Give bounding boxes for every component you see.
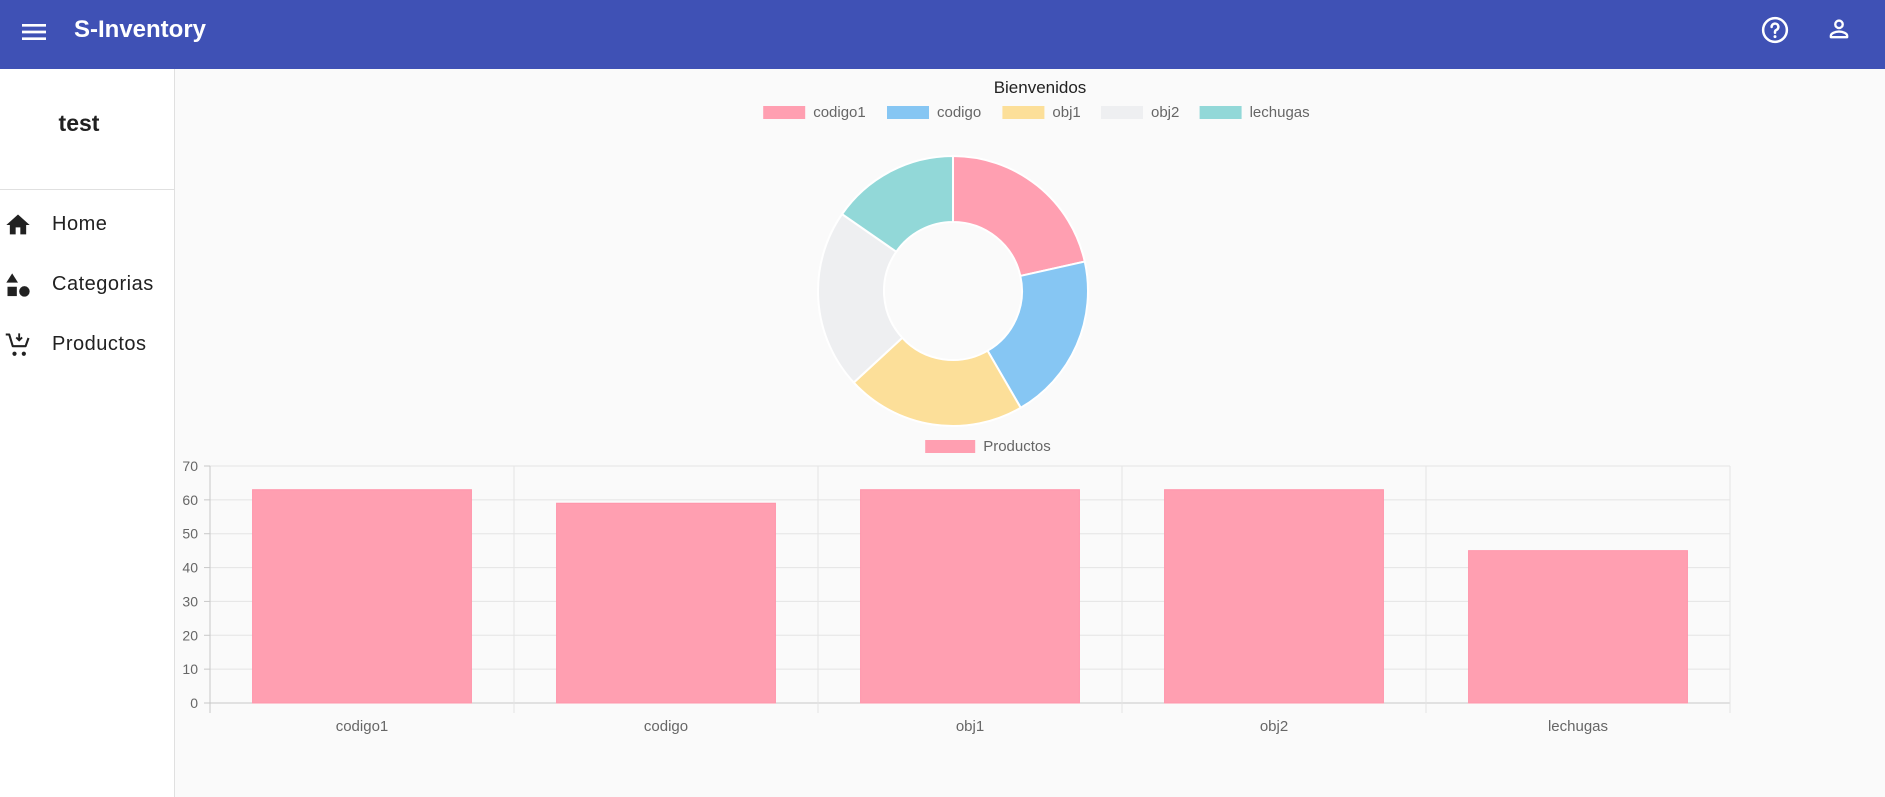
dashboard-charts: Bienvenidos codigo1 codigo obj1 obj2 lechugas… <box>182 78 1731 735</box>
user-name: test <box>58 110 100 136</box>
category-shapes-icon <box>4 271 32 299</box>
x-tick-label: obj2 <box>1260 718 1288 735</box>
x-tick-label: obj1 <box>956 718 984 735</box>
bar-obj2[interactable] <box>1164 489 1384 704</box>
x-tick-label: codigo <box>644 718 688 735</box>
doughnut-slice-lechugas[interactable] <box>840 154 954 254</box>
legend-label: codigo1 <box>813 104 866 121</box>
bar-codigo1[interactable] <box>252 489 472 704</box>
menu-icon[interactable] <box>18 16 50 48</box>
x-tick-label: codigo1 <box>336 718 389 735</box>
y-tick-label: 50 <box>182 526 198 542</box>
account-icon[interactable] <box>1825 15 1853 43</box>
legend-swatch <box>925 440 976 453</box>
chart-title: Bienvenidos <box>994 78 1087 97</box>
doughnut-slice-obj1[interactable] <box>852 336 1023 427</box>
bar-codigo[interactable] <box>556 502 776 704</box>
legend-swatch <box>1101 106 1143 119</box>
x-tick-label: lechugas <box>1548 718 1608 735</box>
legend-label: obj1 <box>1052 104 1080 121</box>
shopping-cart-icon <box>4 331 32 359</box>
legend-swatch <box>887 106 929 119</box>
bar-lechugas[interactable] <box>1468 550 1688 704</box>
legend-label: codigo <box>937 104 981 121</box>
legend-label: lechugas <box>1250 104 1310 121</box>
bar-obj1[interactable] <box>860 489 1080 704</box>
help-circle-icon[interactable] <box>1760 15 1790 45</box>
doughnut-slice-codigo[interactable] <box>986 260 1089 410</box>
y-tick-label: 20 <box>182 627 198 643</box>
legend-swatch <box>763 106 806 119</box>
y-tick-label: 0 <box>190 695 198 711</box>
y-tick-label: 40 <box>182 560 198 576</box>
home-icon <box>4 211 32 239</box>
doughnut-slice-obj2[interactable] <box>817 212 904 384</box>
doughnut-slice-codigo1[interactable] <box>952 154 1086 278</box>
sidebar: test Home Categorias Productos <box>0 69 175 797</box>
legend-swatch <box>1199 106 1242 119</box>
top-app-bar: S-Inventory <box>0 0 1885 69</box>
legend-label: Productos <box>983 438 1051 455</box>
sidebar-item-home[interactable]: Home <box>0 199 175 249</box>
sidebar-item-productos[interactable]: Productos <box>0 319 175 369</box>
legend-swatch <box>1002 106 1045 119</box>
y-tick-label: 60 <box>182 492 198 508</box>
sidebar-item-label: Home <box>52 213 108 235</box>
y-tick-label: 30 <box>182 593 198 609</box>
sidebar-item-categorias[interactable]: Categorias <box>0 259 175 309</box>
legend-label: obj2 <box>1151 104 1179 121</box>
sidebar-item-label: Categorias <box>52 273 154 295</box>
app-title: S-Inventory <box>74 16 207 43</box>
y-tick-label: 10 <box>182 661 198 677</box>
main-content: Bienvenidos codigo1 codigo obj1 obj2 lechugas… <box>176 69 1885 797</box>
sidebar-divider <box>0 189 175 190</box>
y-tick-label: 70 <box>182 458 198 474</box>
sidebar-item-label: Productos <box>52 333 147 355</box>
